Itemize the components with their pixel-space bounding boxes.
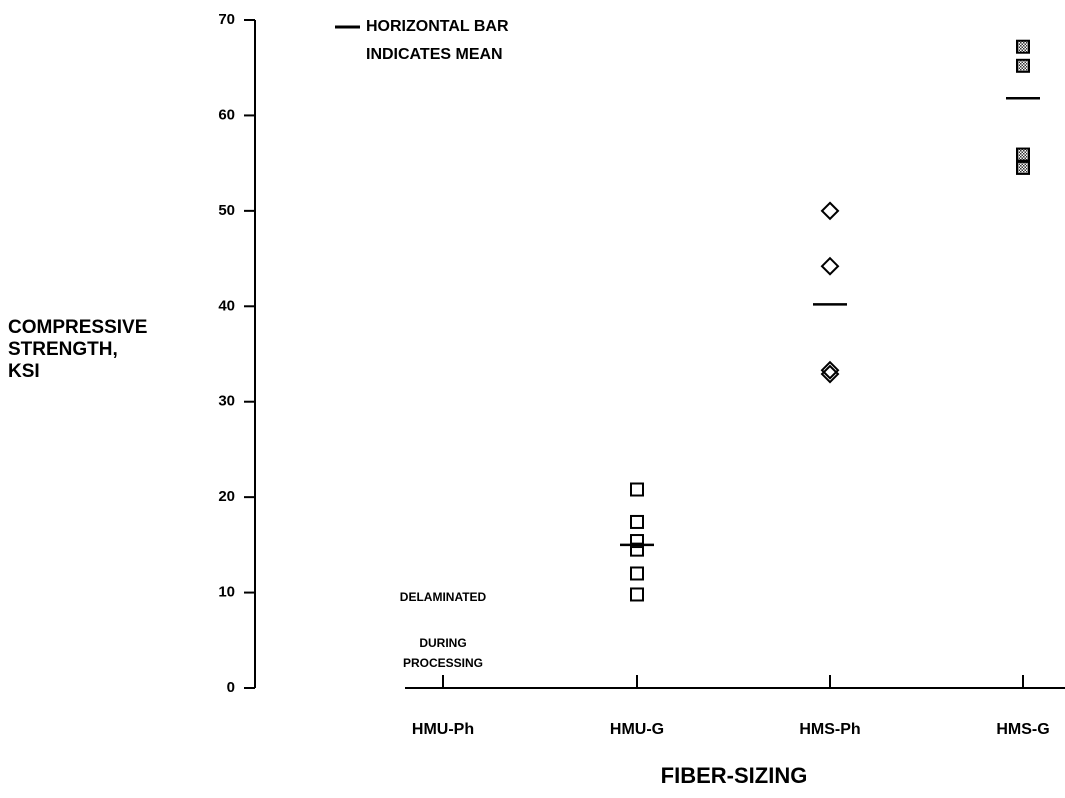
annotation: DURING	[419, 636, 466, 650]
y-tick-label: 30	[218, 393, 235, 410]
point	[630, 534, 644, 549]
annotation: DELAMINATED	[400, 590, 487, 604]
y-tick-label: 60	[218, 106, 235, 123]
legend-text: HORIZONTAL BAR	[366, 18, 509, 35]
x-tick-label: HMU-Ph	[412, 721, 474, 738]
point	[1016, 160, 1030, 175]
y-tick-label: 10	[218, 584, 235, 601]
y-axis-title: COMPRESSIVE	[8, 317, 147, 338]
x-axis-title: FIBER-SIZING	[661, 763, 808, 788]
y-tick-label: 40	[218, 297, 235, 314]
annotation: PROCESSING	[403, 656, 483, 670]
point	[1016, 147, 1030, 162]
x-tick-label: HMS-Ph	[799, 721, 860, 738]
point	[1016, 58, 1030, 73]
point	[1016, 39, 1030, 54]
point	[820, 201, 840, 221]
y-tick-label: 70	[218, 11, 235, 28]
y-axis-title: STRENGTH,	[8, 339, 118, 360]
legend-text: INDICATES MEAN	[366, 46, 503, 63]
point	[820, 360, 840, 380]
x-tick-label: HMU-G	[610, 721, 664, 738]
y-tick-label: 20	[218, 488, 235, 505]
point	[630, 566, 644, 581]
point	[630, 514, 644, 529]
x-tick-label: HMS-G	[996, 721, 1049, 738]
y-tick-label: 50	[218, 202, 235, 219]
y-axis-title: KSI	[8, 361, 40, 382]
point	[820, 364, 840, 384]
point	[820, 256, 840, 276]
point	[630, 482, 644, 497]
y-tick-label: 0	[227, 679, 235, 696]
point	[630, 587, 644, 602]
